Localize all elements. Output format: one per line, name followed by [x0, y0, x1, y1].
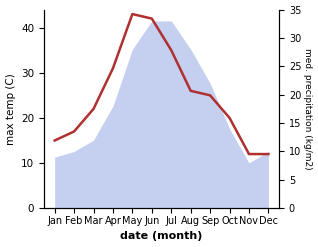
Y-axis label: med. precipitation (kg/m2): med. precipitation (kg/m2) — [303, 48, 313, 170]
X-axis label: date (month): date (month) — [120, 231, 203, 242]
Y-axis label: max temp (C): max temp (C) — [5, 73, 16, 145]
